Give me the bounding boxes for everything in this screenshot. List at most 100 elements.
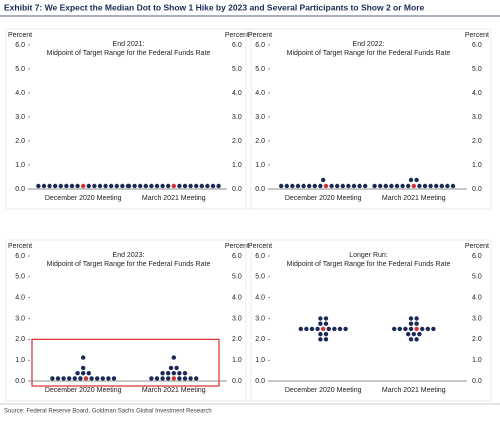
dot <box>343 326 348 332</box>
dot <box>346 183 351 189</box>
panel-subtitle: Midpoint of Target Range for the Federal… <box>287 50 451 57</box>
y2-tick-label: 3.0 <box>472 315 482 322</box>
dot <box>188 376 193 381</box>
y-tick-label: 3.0 <box>15 114 25 121</box>
plot-frame <box>245 239 492 402</box>
dot <box>171 183 177 189</box>
dot <box>80 365 86 371</box>
dot <box>64 183 69 189</box>
x-tick-label: March 2021 Meeting <box>382 195 446 202</box>
dot <box>154 183 160 189</box>
dot <box>166 183 171 189</box>
x-tick-label: December 2020 Meeting <box>45 387 122 394</box>
y-tick-label: 1.0 <box>15 357 25 364</box>
dot <box>323 321 329 326</box>
dot <box>318 316 323 321</box>
y2-tick-label: 4.0 <box>232 295 242 302</box>
dot <box>318 183 323 189</box>
dot <box>298 326 303 332</box>
dot <box>138 183 143 189</box>
y2-tick-label: 3.0 <box>472 114 482 121</box>
dot <box>431 326 436 332</box>
y2-tick-label: 6.0 <box>472 253 482 260</box>
y-tick-label: 0.0 <box>255 378 265 385</box>
panel-title: End 2021: <box>113 41 145 48</box>
dot <box>47 183 52 189</box>
dot <box>177 376 182 381</box>
dot <box>106 376 111 381</box>
dot <box>406 331 411 337</box>
dot <box>177 370 182 376</box>
dot <box>323 331 329 337</box>
y2-tick-label: 2.0 <box>232 138 242 145</box>
x-tick-label: March 2021 Meeting <box>382 387 446 394</box>
dot <box>362 183 368 189</box>
dot <box>383 183 389 189</box>
plot-frame <box>5 239 252 402</box>
y2-axis-label: Percent <box>225 32 249 39</box>
y-tick-label: 5.0 <box>15 66 25 73</box>
dot <box>414 337 419 342</box>
dot <box>58 183 63 189</box>
y-tick-label: 5.0 <box>255 66 265 73</box>
dot <box>417 183 422 189</box>
y-axis-label: Percent <box>8 32 32 39</box>
dot <box>160 183 165 189</box>
y2-tick-label: 0.0 <box>472 378 482 385</box>
plot-frame <box>5 28 252 210</box>
dot <box>392 326 397 332</box>
y2-tick-label: 5.0 <box>232 274 242 281</box>
dot <box>171 370 177 376</box>
y2-axis-label: Percent <box>225 243 249 250</box>
dot <box>414 177 419 183</box>
dot <box>108 183 114 189</box>
x-tick-label: December 2020 Meeting <box>285 387 362 394</box>
y2-tick-label: 5.0 <box>472 66 482 73</box>
dot <box>210 183 216 189</box>
dot <box>72 376 77 381</box>
dot <box>171 376 177 381</box>
dot <box>160 370 165 376</box>
dot <box>323 316 329 321</box>
dot <box>86 183 91 189</box>
dot <box>111 376 117 381</box>
x-tick-label: March 2021 Meeting <box>142 387 206 394</box>
dot <box>414 316 419 321</box>
dot <box>284 183 289 189</box>
y-tick-label: 2.0 <box>15 336 25 343</box>
y-tick-label: 4.0 <box>255 295 265 302</box>
y-tick-label: 0.0 <box>15 378 25 385</box>
dot <box>329 183 334 189</box>
y2-tick-label: 0.0 <box>232 186 242 193</box>
y-tick-label: 1.0 <box>255 162 265 169</box>
y-tick-label: 4.0 <box>255 90 265 97</box>
y2-tick-label: 1.0 <box>232 162 242 169</box>
dot <box>318 331 323 337</box>
dot <box>414 321 419 326</box>
dot <box>323 183 329 189</box>
y-tick-label: 1.0 <box>255 357 265 364</box>
dot <box>50 376 55 381</box>
y-tick-label: 0.0 <box>15 186 25 193</box>
y-tick-label: 6.0 <box>255 42 265 49</box>
dot <box>80 370 86 376</box>
dot <box>89 376 94 381</box>
y2-tick-label: 2.0 <box>472 336 482 343</box>
y2-tick-label: 3.0 <box>232 315 242 322</box>
dot <box>295 183 301 189</box>
dot <box>100 376 105 381</box>
dot <box>69 183 75 189</box>
dot <box>414 326 419 332</box>
y-tick-label: 3.0 <box>255 114 265 121</box>
dot <box>61 376 66 381</box>
y2-tick-label: 1.0 <box>472 357 482 364</box>
dot <box>406 183 411 189</box>
y2-tick-label: 6.0 <box>232 253 242 260</box>
dot <box>332 326 337 332</box>
y2-tick-label: 4.0 <box>472 295 482 302</box>
dot <box>417 331 422 337</box>
y2-tick-label: 0.0 <box>472 186 482 193</box>
dot <box>166 376 171 381</box>
y-axis-label: Percent <box>248 32 272 39</box>
